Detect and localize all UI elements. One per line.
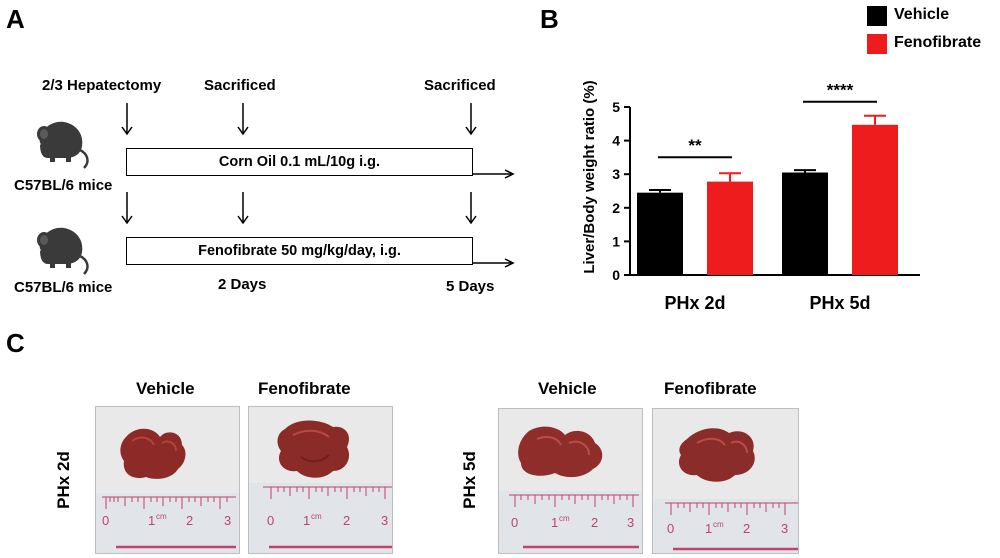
- ruler: 0 1 cm 2 3: [249, 483, 392, 553]
- column-title-vehicle-5d: Vehicle: [538, 379, 597, 398]
- panel-label-a: A: [6, 4, 25, 34]
- row-label-phx-2d: PHx 2d: [53, 451, 73, 509]
- legend-swatch-vehicle: [867, 6, 887, 26]
- y-tick-label: 1: [612, 233, 620, 249]
- ruler-mark: 2: [743, 521, 750, 536]
- liver-photo-fenofibrate-5d: 0 1 cm 2 3: [652, 408, 799, 554]
- liver-photo-fenofibrate-2d: 0 1 cm 2 3: [248, 406, 393, 554]
- ruler-mark: 3: [781, 521, 788, 536]
- y-tick-label: 5: [612, 99, 620, 115]
- ruler-mark: 1: [551, 515, 558, 530]
- ruler: 0 1 cm 2 3: [96, 493, 239, 553]
- treatment-label-fenofibrate: Fenofibrate 50 mg/kg/day, i.g.: [198, 243, 401, 259]
- y-tick-label: 3: [612, 166, 620, 182]
- y-axis-label: Liver/Body weight ratio (%): [581, 80, 598, 273]
- ruler-mark: 3: [381, 513, 388, 528]
- panel-label-c: C: [6, 328, 25, 358]
- mouse-icon: [37, 227, 89, 275]
- ruler-unit: cm: [713, 520, 724, 529]
- ruler: 0 1 cm 2 3: [653, 499, 798, 553]
- y-tick-label: 4: [612, 133, 620, 149]
- bar-fenofibrate-2: [852, 124, 898, 275]
- ruler-mark: 1: [148, 513, 155, 528]
- day-label-5: 5 Days: [446, 278, 495, 295]
- treatment-bar-corn-oil: Corn Oil 0.1 mL/10g i.g.: [126, 148, 473, 176]
- ruler-mark: 1: [705, 521, 712, 536]
- timepoint-hepatectomy: 2/3 Hepatectomy: [42, 77, 162, 94]
- treatment-label-corn-oil: Corn Oil 0.1 mL/10g i.g.: [218, 154, 381, 170]
- ruler-mark: 2: [591, 515, 598, 530]
- significance-marker: **: [688, 136, 702, 155]
- day-label-2: 2 Days: [218, 276, 267, 293]
- liver-photo-vehicle-2d: 0 1 cm 2 3: [95, 406, 240, 554]
- ruler-unit: cm: [156, 512, 167, 521]
- bar-vehicle-1: [637, 192, 683, 275]
- ruler-mark: 3: [224, 513, 231, 528]
- ruler-unit: cm: [559, 514, 570, 523]
- timepoint-sacrificed-day2: Sacrificed: [204, 77, 276, 94]
- panel-label-b: B: [540, 4, 559, 34]
- legend-label-vehicle: Vehicle: [894, 6, 950, 23]
- ruler-mark: 0: [667, 521, 674, 536]
- y-tick-label: 2: [612, 200, 620, 216]
- ruler-unit: cm: [311, 512, 322, 521]
- x-category-label: PHx 5d: [809, 293, 870, 313]
- ruler: 0 1 cm 2 3: [499, 491, 642, 553]
- row-label-phx-5d: PHx 5d: [459, 451, 479, 509]
- column-title-vehicle-2d: Vehicle: [136, 379, 195, 398]
- treatment-bar-fenofibrate: Fenofibrate 50 mg/kg/day, i.g.: [126, 237, 473, 265]
- ruler-mark: 0: [267, 513, 274, 528]
- ruler-mark: 0: [511, 515, 518, 530]
- strain-label-group1: C57BL/6 mice: [14, 177, 113, 194]
- timepoint-sacrificed-day5: Sacrificed: [424, 77, 496, 94]
- bar-fenofibrate-1: [707, 181, 753, 275]
- bar-vehicle-2: [782, 172, 828, 275]
- ruler-mark: 2: [186, 513, 193, 528]
- column-title-fenofibrate-2d: Fenofibrate: [258, 379, 351, 398]
- legend-swatch-fenofibrate: [867, 34, 887, 54]
- ruler-mark: 1: [303, 513, 310, 528]
- bar-chart: Liver/Body weight ratio (%) 0 1 2 3 4 5 PHx 2d…: [581, 80, 920, 313]
- y-tick-label: 0: [612, 267, 620, 283]
- liver-photo-vehicle-5d: 0 1 cm 2 3: [498, 408, 643, 554]
- strain-label-group2: C57BL/6 mice: [14, 279, 113, 296]
- x-category-label: PHx 2d: [664, 293, 725, 313]
- legend-label-fenofibrate: Fenofibrate: [894, 34, 982, 51]
- ruler-mark: 2: [343, 513, 350, 528]
- timeline-arrows: [121, 103, 515, 268]
- significance-marker: ****: [827, 81, 854, 100]
- column-title-fenofibrate-5d: Fenofibrate: [664, 379, 757, 398]
- mouse-icon: [37, 121, 89, 169]
- ruler-mark: 0: [102, 513, 109, 528]
- ruler-mark: 3: [627, 515, 634, 530]
